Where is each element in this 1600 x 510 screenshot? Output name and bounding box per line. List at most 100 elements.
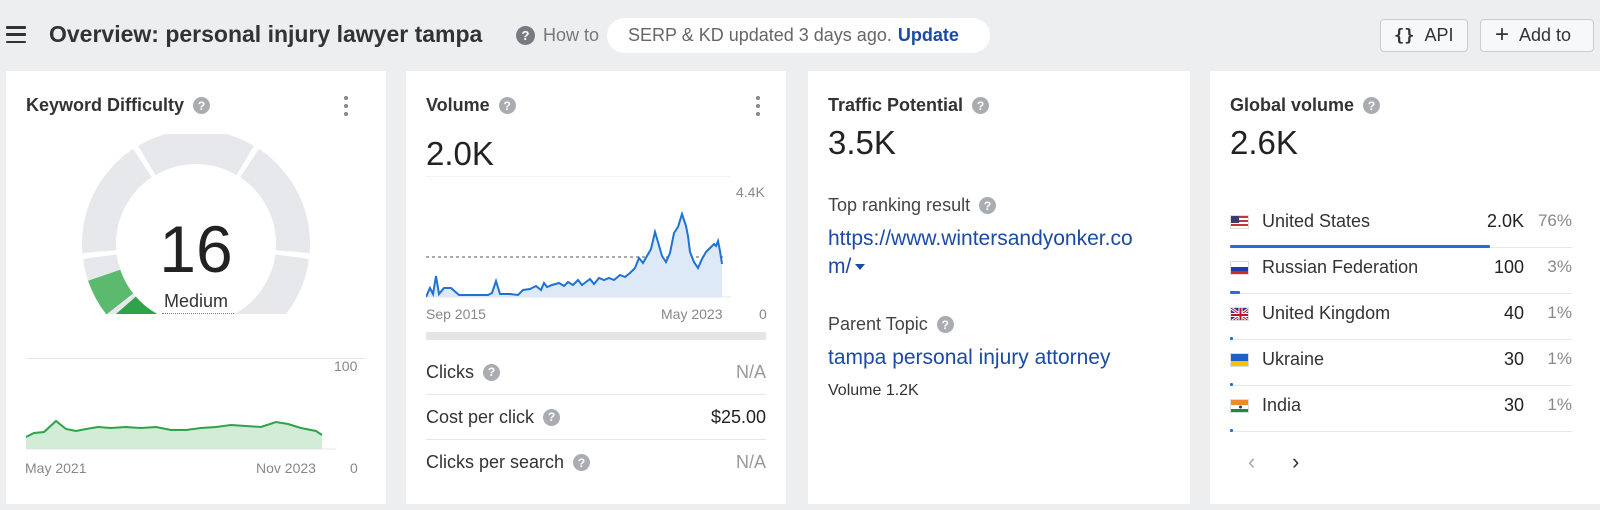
country-name: Ukraine [1262, 349, 1325, 369]
share-bar [1230, 429, 1233, 432]
country-row[interactable]: United States 2.0K 76% [1230, 202, 1572, 248]
volume-title: Volume [426, 95, 490, 115]
divider [26, 358, 366, 359]
gauge-fill-upper [88, 269, 134, 314]
country-percent: 1% [1547, 395, 1572, 414]
country-name: United States [1262, 211, 1371, 231]
how-to-label: How to [543, 25, 600, 45]
country-row[interactable]: Russian Federation 100 3% [1230, 248, 1572, 294]
help-icon[interactable]: ? [498, 97, 516, 114]
country-row[interactable]: India 30 1% [1230, 386, 1572, 432]
chart-range-scrollbar[interactable] [426, 332, 766, 340]
clicks-per-search-row: Clicks per search ? N/A [426, 440, 766, 485]
volume-history-chart [426, 176, 731, 298]
card-title: Global volume ? [1230, 95, 1381, 116]
help-icon[interactable]: ? [573, 454, 591, 471]
url-line-1: https://www.wintersandyonker.co [828, 227, 1133, 250]
code-braces-icon: {} [1394, 25, 1415, 46]
ua-flag-icon [1230, 353, 1249, 367]
parent-topic-label: Parent Topic [828, 314, 928, 334]
metric-label: Clicks per search ? [426, 452, 591, 473]
gauge-fill-lower [115, 296, 158, 314]
next-page-icon[interactable]: › [1292, 449, 1300, 474]
api-button[interactable]: {} API [1380, 19, 1468, 52]
plus-icon: + [1495, 20, 1510, 48]
difficulty-gauge [82, 134, 310, 314]
volume-area [426, 214, 722, 297]
clicks-per-search-value: N/A [735, 452, 766, 472]
more-options-icon[interactable] [343, 96, 349, 116]
gauge-segment [138, 134, 254, 176]
global-volume-value: 2.6K [1230, 124, 1298, 161]
how-to-link[interactable]: ? How to [516, 25, 599, 46]
difficulty-history-chart [26, 419, 336, 450]
update-link[interactable]: Update [897, 25, 959, 45]
difficulty-area [26, 421, 322, 449]
country-name: India [1262, 395, 1302, 415]
traffic-potential-value: 3.5K [828, 124, 896, 161]
help-icon[interactable]: ? [972, 97, 990, 114]
keyword-difficulty-card: Keyword Difficulty ? 16 Medium 100 May 2… [6, 71, 386, 504]
country-percent: 3% [1547, 257, 1572, 276]
country-volume: 30 [1503, 349, 1524, 369]
gb-flag-icon [1230, 307, 1249, 321]
country-row[interactable]: Ukraine 30 1% [1230, 340, 1572, 386]
difficulty-level: Medium [163, 291, 229, 311]
help-icon[interactable]: ? [936, 316, 954, 333]
gauge-segment [82, 148, 152, 253]
country-name: Russian Federation [1262, 257, 1419, 277]
help-icon[interactable]: ? [543, 408, 561, 426]
country-percent: 1% [1547, 349, 1572, 368]
country-row[interactable]: United Kingdom 40 1% [1230, 294, 1572, 340]
help-icon[interactable]: ? [1363, 97, 1381, 114]
cpc-value: $25.00 [710, 406, 766, 427]
add-to-button[interactable]: + Add to [1480, 19, 1594, 52]
parent-topic-heading: Parent Topic ? [828, 314, 954, 335]
country-percent: 76% [1537, 211, 1572, 230]
ru-flag-icon [1230, 261, 1249, 275]
country-percent: 1% [1547, 303, 1572, 322]
country-volume: 100 [1493, 257, 1524, 277]
x-axis-start: Sep 2015 [426, 306, 486, 322]
clicks-row: Clicks ? N/A [426, 350, 766, 395]
top-ranking-label: Top ranking result [828, 195, 971, 215]
card-title: Traffic Potential ? [828, 95, 990, 116]
caret-down-icon[interactable] [855, 264, 866, 271]
share-bar [1230, 245, 1490, 248]
more-options-icon[interactable] [755, 96, 761, 116]
chart-max-label: 100 [334, 358, 358, 374]
metric-label: Cost per click ? [426, 407, 561, 428]
parent-topic-link[interactable]: tampa personal injury attorney [828, 346, 1111, 369]
volume-card: Volume ? 2.0K 4.4K Sep 2015 May 2023 0 C… [406, 71, 786, 504]
api-button-label: API [1424, 25, 1454, 45]
traffic-potential-title: Traffic Potential [828, 95, 964, 115]
global-volume-card: Global volume ? 2.6K United States 2.0K 76… [1210, 71, 1600, 504]
volume-line [426, 210, 723, 298]
in-flag-icon [1230, 399, 1249, 413]
share-bar [1230, 337, 1233, 340]
help-icon[interactable]: ? [193, 97, 211, 114]
x-axis-start: May 2021 [25, 460, 87, 476]
gauge-segment [240, 148, 310, 253]
menu-icon[interactable] [6, 26, 26, 43]
top-ranking-heading: Top ranking result ? [828, 195, 997, 216]
x-axis-end: May 2023 [661, 306, 723, 322]
help-icon[interactable]: ? [483, 363, 500, 381]
help-icon: ? [516, 26, 535, 45]
help-icon[interactable]: ? [979, 197, 997, 214]
add-to-button-label: Add to [1519, 25, 1572, 45]
share-bar [1230, 291, 1240, 294]
prev-page-icon[interactable]: ‹ [1248, 449, 1256, 474]
keyword-difficulty-title: Keyword Difficulty [26, 95, 185, 115]
volume-value: 2.0K [426, 135, 494, 172]
page-title: Overview: personal injury lawyer tampa [49, 21, 483, 47]
us-flag-icon [1230, 215, 1249, 229]
share-bar [1230, 383, 1233, 386]
clicks-label: Clicks [426, 361, 474, 382]
chart-max-label: 4.4K [736, 184, 765, 200]
cpc-row: Cost per click ? $25.00 [426, 395, 766, 440]
country-volume: 30 [1503, 395, 1524, 415]
top-ranking-url-link[interactable]: https://www.wintersandyonker.co m/ [828, 225, 1133, 281]
country-name: United Kingdom [1262, 303, 1391, 323]
clicks-value: N/A [735, 361, 766, 382]
